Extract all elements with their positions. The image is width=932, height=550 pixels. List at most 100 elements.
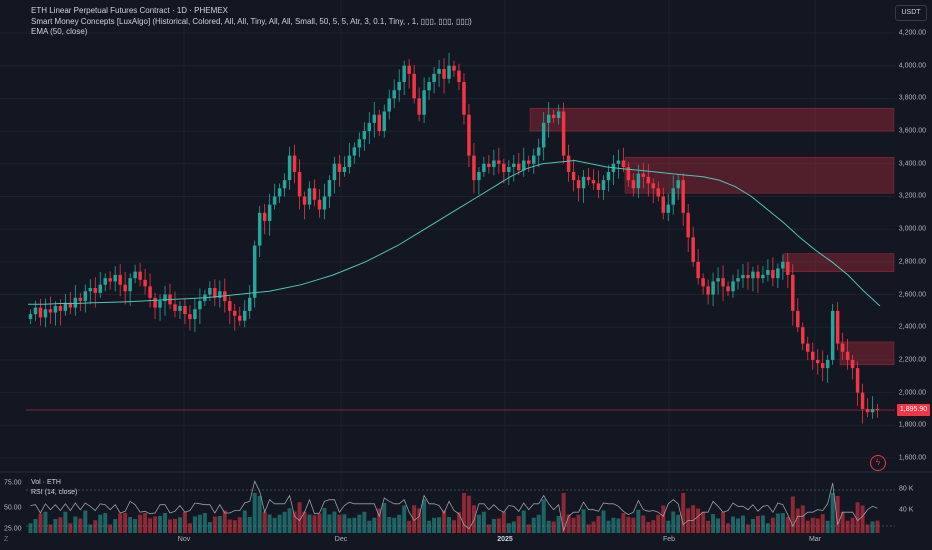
- volume-label[interactable]: Vol · ETH: [31, 479, 61, 486]
- volume-bar: [88, 524, 93, 533]
- volume-bar: [302, 511, 307, 533]
- candle-body: [302, 196, 307, 205]
- supply-zone: [624, 156, 895, 194]
- volume-bar: [337, 514, 342, 533]
- candle-body: [536, 147, 541, 156]
- candle-body: [806, 343, 810, 352]
- volume-bar: [800, 505, 805, 533]
- volume-bar: [257, 496, 262, 533]
- rsi-axis-25: 25.00: [4, 525, 22, 533]
- volume-bar: [387, 517, 392, 533]
- supply-zone: [839, 341, 895, 366]
- volume-bar: [427, 520, 432, 533]
- volume-bar: [247, 517, 252, 533]
- volume-bar: [621, 513, 626, 533]
- candle-body: [342, 167, 347, 172]
- volume-bar: [192, 516, 197, 533]
- candle-body: [183, 305, 187, 315]
- candle-body: [407, 65, 411, 74]
- candle-body: [28, 314, 33, 320]
- candle-body: [188, 314, 192, 320]
- volume-bar: [671, 511, 676, 533]
- volume-bar: [701, 511, 706, 533]
- volume-bar: [586, 524, 591, 533]
- candle-body: [531, 155, 536, 164]
- volume-bar: [432, 517, 437, 533]
- volume-bar: [402, 505, 407, 533]
- candle-body: [173, 304, 177, 311]
- candle-body: [646, 176, 651, 184]
- volume-bar: [760, 515, 765, 533]
- candles: [28, 52, 880, 424]
- volume-bar: [163, 513, 168, 533]
- candle-body: [651, 183, 656, 189]
- candle-body: [681, 180, 685, 213]
- candle-body: [257, 212, 262, 246]
- candle-body: [701, 278, 705, 287]
- candle-body: [272, 196, 277, 205]
- volume-bar: [412, 505, 417, 533]
- candle-body: [58, 305, 63, 311]
- volume-bar: [641, 515, 646, 533]
- candle-body: [362, 131, 367, 140]
- volume-bar: [143, 513, 148, 533]
- volume-bar: [397, 514, 402, 533]
- candle-body: [820, 363, 825, 369]
- volume-bar: [73, 516, 78, 533]
- volume-bar: [750, 519, 755, 533]
- lightning-icon[interactable]: ϟ: [870, 455, 886, 471]
- volume-bar: [327, 514, 332, 533]
- candle-body: [835, 310, 840, 344]
- volume-bar: [118, 513, 123, 533]
- volume-bar: [556, 516, 561, 533]
- candle-body: [218, 291, 222, 298]
- volume-bar: [128, 517, 133, 533]
- candle-body: [571, 171, 576, 181]
- candle-body: [442, 68, 446, 79]
- candle-body: [332, 163, 337, 181]
- candle-body: [830, 310, 835, 360]
- volume-bar: [706, 520, 711, 533]
- volume-bar: [222, 510, 227, 533]
- time-label-feb: Feb: [662, 536, 676, 543]
- symbol-title[interactable]: ETH Linear Perpetual Futures Contract · …: [31, 6, 228, 15]
- volume-bar: [232, 520, 237, 533]
- candle-body: [228, 301, 232, 311]
- candle-body: [746, 274, 750, 279]
- volume-bar: [481, 511, 486, 533]
- ema-indicator-label[interactable]: EMA (50, close): [31, 27, 88, 36]
- currency-button[interactable]: USDT: [895, 5, 927, 21]
- rsi-label[interactable]: RSI (14, close): [31, 489, 78, 496]
- volume-bar: [197, 514, 202, 533]
- volume-bar: [456, 512, 461, 533]
- candle-body: [108, 278, 112, 282]
- volume-bar: [442, 510, 447, 533]
- timezone-icon[interactable]: Z: [4, 536, 9, 543]
- smc-indicator-label[interactable]: Smart Money Concepts [LuxAlgo] (Historic…: [31, 16, 472, 26]
- candle-body: [626, 167, 631, 181]
- candle-body: [158, 301, 162, 308]
- volume-bar: [536, 514, 541, 533]
- candle-body: [53, 305, 58, 313]
- candle-body: [43, 309, 48, 318]
- volume-bar: [317, 513, 322, 533]
- volume-bar: [452, 520, 456, 533]
- volume-bar: [287, 508, 292, 533]
- volume-bar: [835, 496, 840, 533]
- volume-bar: [726, 523, 731, 533]
- volume-bar: [820, 514, 825, 533]
- candle-body: [357, 139, 362, 148]
- candle-body: [766, 270, 770, 275]
- price-axis-label: 1,600.00: [898, 454, 926, 462]
- candle-body: [292, 155, 297, 172]
- volume-bar: [815, 518, 820, 533]
- volume-bar: [810, 517, 815, 533]
- volume-bar: [212, 516, 217, 533]
- volume-bar: [227, 519, 232, 533]
- candle-body: [776, 268, 780, 279]
- volume-bar: [661, 505, 666, 533]
- candle-body: [721, 278, 725, 287]
- volume-bar: [237, 517, 242, 533]
- candle-body: [736, 278, 740, 282]
